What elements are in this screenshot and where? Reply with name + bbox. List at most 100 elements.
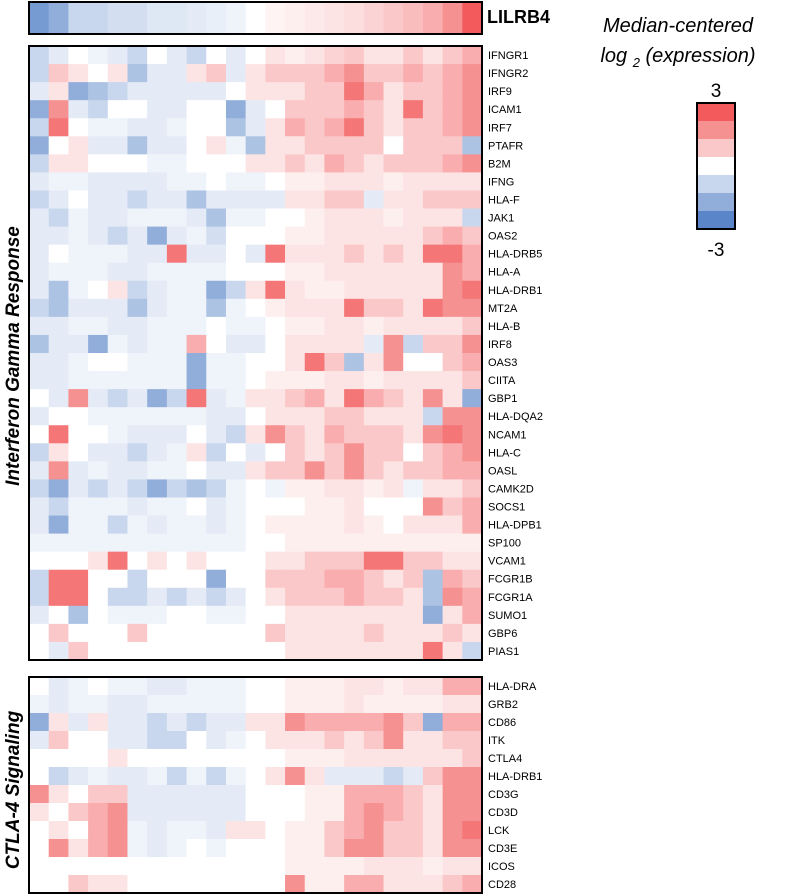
ifn-cell xyxy=(147,389,168,408)
ifn-cell xyxy=(462,389,483,408)
ifn-cell xyxy=(383,334,404,354)
ifn-cell xyxy=(363,316,384,336)
ctla4-cell xyxy=(363,677,384,696)
legend-max-label: 3 xyxy=(711,81,722,102)
ifn-cell xyxy=(68,118,89,137)
ifn-cell xyxy=(265,479,286,498)
ifn-cell xyxy=(147,461,168,480)
ifn-cell xyxy=(304,623,325,643)
ifn-cell xyxy=(422,334,444,354)
ctla4-cell xyxy=(206,731,227,750)
ifn-cell xyxy=(88,551,109,571)
ctla4-cell xyxy=(265,767,286,786)
ifn-cell xyxy=(147,208,168,227)
ifn-cell xyxy=(245,316,266,336)
ctla4-cell xyxy=(225,803,247,822)
ifn-cell xyxy=(324,515,345,534)
ifn-cell xyxy=(324,154,345,173)
ifn-cell xyxy=(206,316,227,336)
ifn-cell xyxy=(166,190,187,209)
ifn-cell xyxy=(383,353,404,372)
ifn-cell xyxy=(383,605,404,625)
ctla4-cell xyxy=(206,839,227,858)
ctla4-cell xyxy=(304,677,325,696)
ifn-row-label: SOCS1 xyxy=(488,502,525,514)
ifn-cell xyxy=(88,226,109,246)
ctla4-cell xyxy=(68,803,89,822)
ctla4-cell xyxy=(422,713,444,732)
ifn-cell xyxy=(363,407,384,426)
ifn-cell xyxy=(245,46,266,65)
ctla4-row-label: ITK xyxy=(488,735,506,747)
ifn-cell xyxy=(88,605,109,625)
ctla4-cell xyxy=(422,731,444,750)
ifn-cell xyxy=(166,100,187,119)
ctla4-cell xyxy=(245,785,266,804)
ctla4-cell xyxy=(166,857,187,876)
ctla4-cell xyxy=(442,875,463,894)
ctla4-cell xyxy=(127,875,148,894)
ifn-cell xyxy=(442,461,463,480)
ctla4-cell xyxy=(462,767,483,786)
ifn-cell xyxy=(462,280,483,300)
ifn-cell xyxy=(107,353,128,372)
ifn-cell xyxy=(48,623,69,643)
ifn-cell xyxy=(107,407,128,426)
ifn-cell xyxy=(383,389,404,408)
ctla4-cell xyxy=(403,803,424,822)
ctla4-cell xyxy=(422,839,444,858)
ifn-cell xyxy=(422,82,444,101)
ctla4-cell xyxy=(285,713,306,732)
ctla4-cell xyxy=(462,803,483,822)
ifn-cell xyxy=(245,136,266,155)
ctla4-cell xyxy=(245,713,266,732)
ifn-cell xyxy=(442,118,463,137)
ctla4-cell xyxy=(127,695,148,714)
ifn-cell xyxy=(88,479,109,498)
ctla4-frame xyxy=(28,676,483,894)
ifn-cell xyxy=(265,46,286,65)
ifn-cell xyxy=(88,353,109,372)
ifn-cell xyxy=(383,533,404,553)
ifn-cell xyxy=(363,587,384,607)
ifn-cell xyxy=(363,389,384,408)
ifn-cell xyxy=(324,100,345,119)
ifn-cell xyxy=(324,533,345,553)
ifn-cell xyxy=(29,244,50,264)
ctla4-cell xyxy=(265,677,286,696)
ctla4-cell xyxy=(88,785,109,804)
ifn-cell xyxy=(88,569,109,589)
ifn-cell xyxy=(88,280,109,300)
ctla4-cell xyxy=(166,839,187,858)
ctla4-cell xyxy=(107,839,128,858)
ifn-row-label: FCGR1B xyxy=(488,574,533,586)
ifn-cell xyxy=(206,515,227,534)
ifn-cell xyxy=(265,82,286,101)
ifn-cell xyxy=(127,136,148,155)
ctla4-cell xyxy=(245,749,266,768)
ctla4-cell xyxy=(245,803,266,822)
ifn-row-label: HLA-DRB5 xyxy=(488,249,542,261)
ifn-row-label: OAS2 xyxy=(488,231,517,243)
ifn-cell xyxy=(265,353,286,372)
ctla4-cell xyxy=(285,677,306,696)
ctla4-cell xyxy=(225,839,247,858)
ifn-cell xyxy=(245,118,266,137)
ifn-cell xyxy=(245,587,266,607)
ifn-cell xyxy=(363,515,384,534)
ifn-cell xyxy=(422,190,444,209)
ctla4-cell xyxy=(462,857,483,876)
ifn-cell xyxy=(68,587,89,607)
ifn-cell xyxy=(442,226,463,246)
ifn-cell xyxy=(48,515,69,534)
ifn-cell xyxy=(363,353,384,372)
ifn-cell xyxy=(48,298,69,318)
ifn-cell xyxy=(147,244,168,264)
ctla4-cell xyxy=(147,821,168,840)
ifn-cell xyxy=(363,190,384,209)
ifn-cell xyxy=(324,551,345,571)
ifn-cell xyxy=(48,334,69,354)
ifn-cell xyxy=(403,208,424,227)
ifn-cell xyxy=(265,118,286,137)
ifn-cell xyxy=(304,425,325,444)
